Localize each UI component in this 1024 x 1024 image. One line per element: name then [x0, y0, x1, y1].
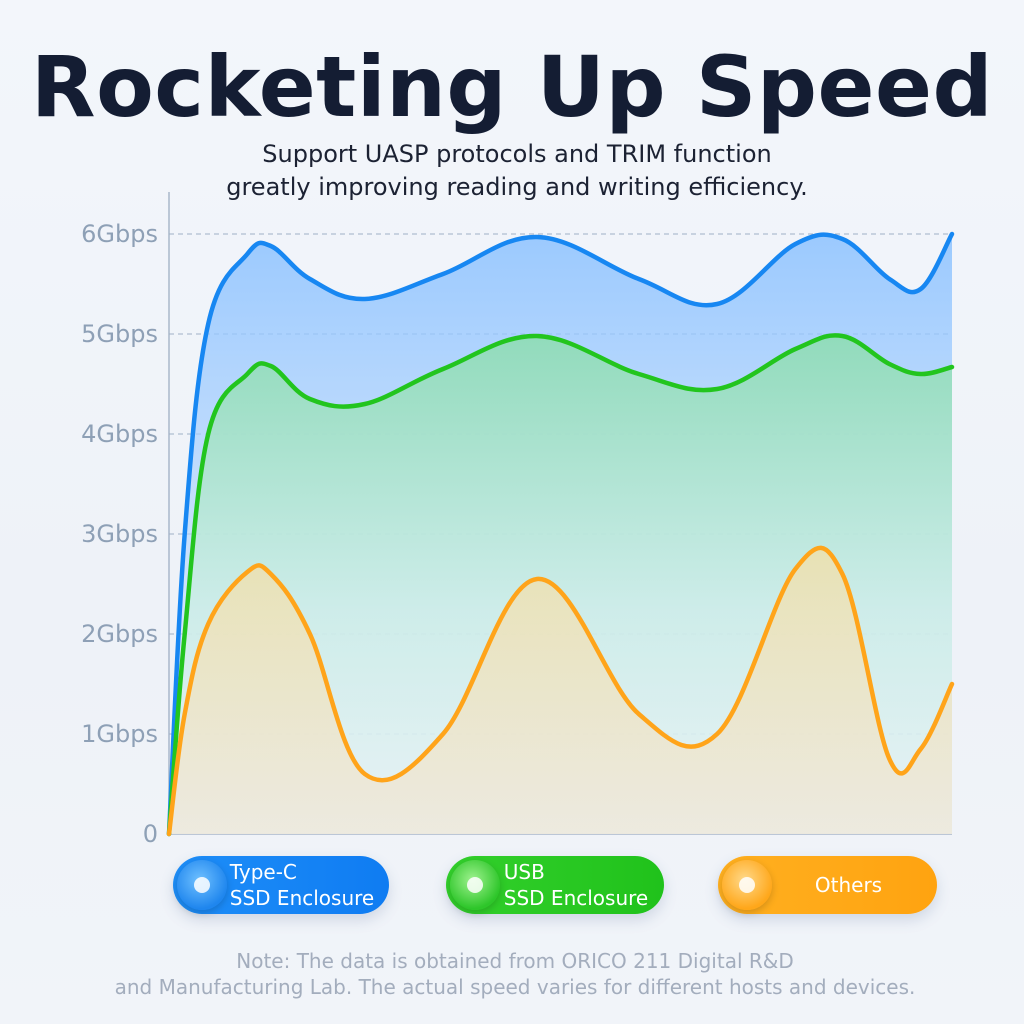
note-line-2: and Manufacturing Lab. The actual speed … — [114, 975, 916, 999]
legend-typec-label: Type-C SSD Enclosure — [229, 860, 375, 910]
y-tick-label: 0 — [143, 820, 158, 848]
y-tick-label: 3Gbps — [81, 520, 158, 548]
series-line-others — [166, 545, 955, 837]
series-line-typec — [166, 231, 955, 837]
series-line-usb — [166, 333, 955, 837]
legend-others: Others — [718, 856, 937, 914]
y-tick-label: 6Gbps — [81, 220, 158, 248]
typec-dot-icon — [177, 860, 227, 910]
others-dot-icon — [722, 860, 772, 910]
subtitle-line-2: greatly improving reading and writing ef… — [226, 173, 808, 201]
legend-others-label: Others — [814, 873, 883, 897]
y-tick-label: 2Gbps — [81, 620, 158, 648]
y-tick-label: 4Gbps — [81, 420, 158, 448]
y-tick-label: 1Gbps — [81, 720, 158, 748]
legend-usb-label: USB SSD Enclosure — [503, 860, 649, 910]
subtitle-line-1: Support UASP protocols and TRIM function — [262, 140, 772, 168]
page-title: Rocketing Up Speed — [30, 38, 994, 136]
usb-dot-icon — [450, 860, 500, 910]
legend-usb-ssd-enclosure: USB SSD Enclosure — [446, 856, 664, 914]
series-area-others — [169, 547, 952, 834]
y-tick-label: 5Gbps — [81, 320, 158, 348]
legend-typec-ssd-enclosure: Type-C SSD Enclosure — [173, 856, 389, 914]
note-line-1: Note: The data is obtained from ORICO 21… — [236, 949, 794, 973]
